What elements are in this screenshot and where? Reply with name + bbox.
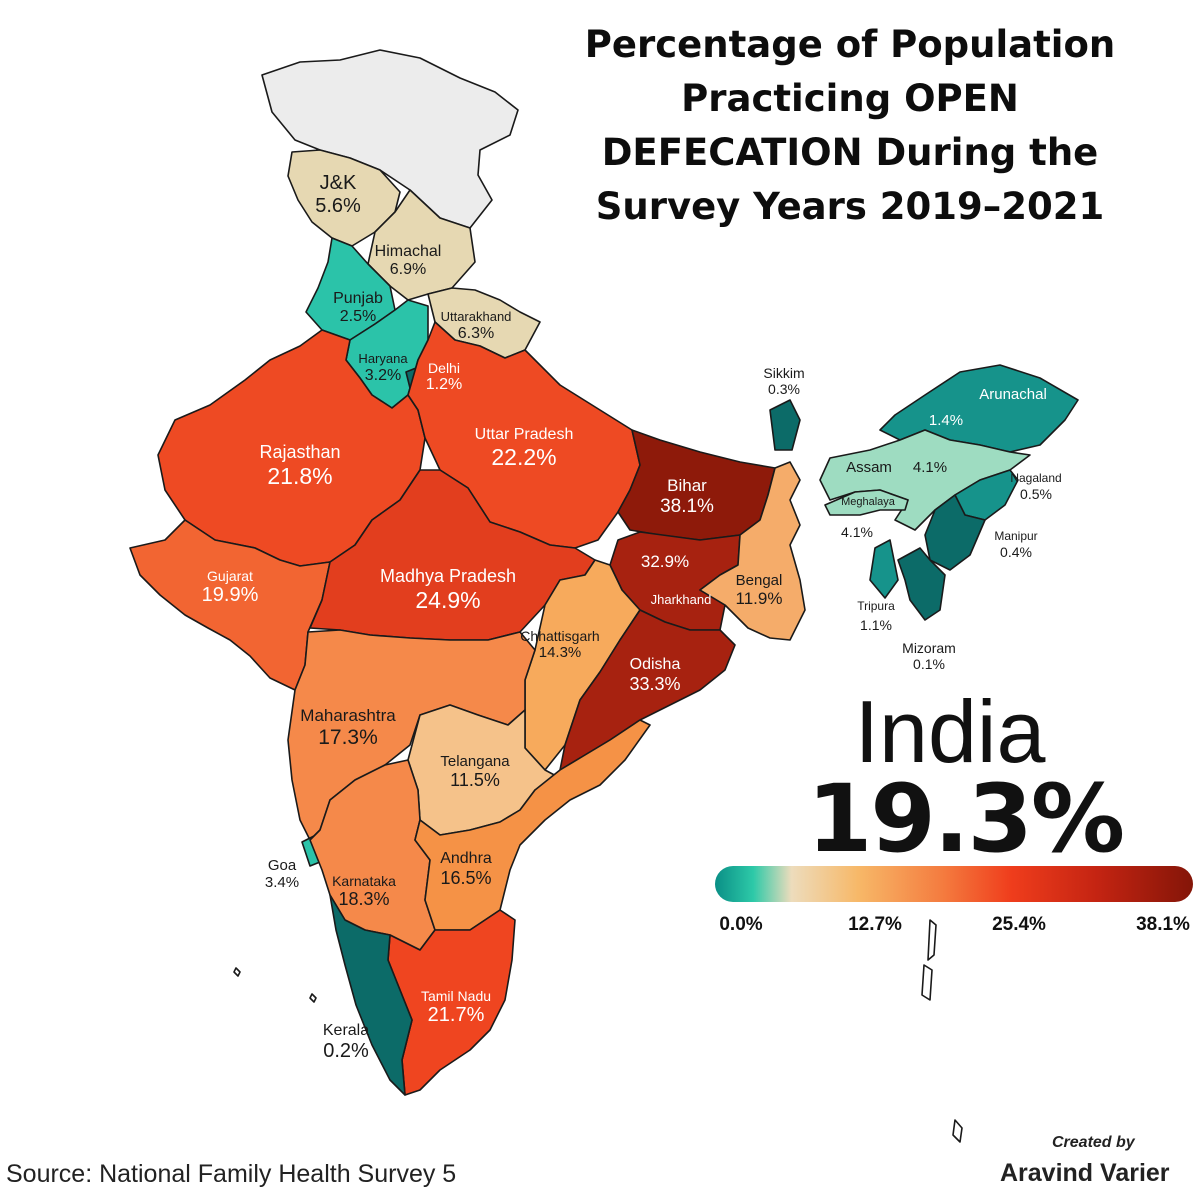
label-karnataka: Karnataka 18.3% bbox=[332, 873, 396, 910]
label-jk: J&K 5.6% bbox=[315, 172, 361, 217]
national-name: India bbox=[854, 682, 1046, 781]
label-madhya-pradesh: Madhya Pradesh 24.9% bbox=[379, 566, 517, 613]
state-tripura bbox=[869, 539, 899, 599]
island-andaman-2 bbox=[921, 964, 933, 1001]
label-telangana: Telangana 11.5% bbox=[440, 753, 510, 791]
label-punjab: Punjab 2.5% bbox=[333, 290, 383, 326]
state-manipur bbox=[924, 494, 986, 571]
label-delhi: Delhi 1.2% bbox=[425, 360, 463, 394]
island-lakshadweep-1 bbox=[233, 967, 241, 977]
label-manipur: Manipur 0.4% bbox=[994, 529, 1038, 560]
label-gujarat: Gujarat 19.9% bbox=[201, 568, 259, 607]
label-nagaland: Nagaland 0.5% bbox=[1010, 471, 1062, 502]
label-rajasthan: Rajasthan 21.8% bbox=[259, 442, 341, 489]
label-kerala: Kerala 0.2% bbox=[322, 1022, 370, 1063]
legend-tick-3: 38.1% bbox=[1136, 914, 1190, 935]
label-haryana: Haryana 3.2% bbox=[358, 351, 408, 384]
credit-author: Aravind Varier bbox=[1000, 1159, 1170, 1187]
label-uttarakhand: Uttarakhand 6.3% bbox=[440, 309, 512, 342]
state-mizoram bbox=[897, 547, 946, 621]
label-assam-value: 4.1% bbox=[912, 459, 948, 476]
island-andaman-1 bbox=[927, 919, 937, 961]
state-sikkim bbox=[769, 399, 801, 451]
legend-tick-1: 12.7% bbox=[848, 914, 902, 935]
label-arunachal-name: Arunachal bbox=[979, 386, 1047, 403]
source-note: Source: National Family Health Survey 5 bbox=[6, 1160, 457, 1188]
label-tamil-nadu: Tamil Nadu 21.7% bbox=[420, 988, 492, 1027]
label-meghalaya-value: 4.1% bbox=[841, 524, 873, 540]
title-line-1: Percentage of Population bbox=[584, 23, 1116, 66]
label-maharashtra: Maharashtra 17.3% bbox=[300, 706, 396, 749]
label-chhattisgarh: Chhattisgarh 14.3% bbox=[520, 628, 600, 662]
national-value: 19.3% bbox=[806, 765, 1125, 874]
state-meghalaya bbox=[824, 489, 909, 516]
island-lakshadweep-2 bbox=[309, 993, 317, 1003]
label-arunachal-value: 1.4% bbox=[928, 412, 964, 429]
color-scale-legend bbox=[715, 866, 1193, 902]
state-kerala bbox=[329, 894, 413, 1096]
label-andhra: Andhra 16.5% bbox=[440, 850, 492, 889]
label-bengal: Bengal 11.9% bbox=[735, 572, 783, 609]
label-uttar-pradesh: Uttar Pradesh 22.2% bbox=[474, 426, 574, 471]
label-goa: Goa 3.4% bbox=[264, 857, 300, 892]
legend-tick-2: 25.4% bbox=[992, 914, 1046, 935]
label-sikkim: Sikkim 0.3% bbox=[763, 365, 805, 398]
legend-tick-0: 0.0% bbox=[719, 914, 763, 935]
label-bihar: Bihar 38.1% bbox=[660, 476, 714, 517]
label-jharkhand-name: Jharkhand bbox=[650, 592, 712, 607]
label-jharkhand-value: 32.9% bbox=[640, 552, 690, 571]
title-line-2: Practicing OPEN bbox=[681, 77, 1019, 120]
title-line-3: DEFECATION During the bbox=[601, 131, 1099, 174]
title-line-4: Survey Years 2019–2021 bbox=[595, 185, 1105, 228]
label-odisha: Odisha 33.3% bbox=[629, 656, 681, 695]
label-mizoram: Mizoram 0.1% bbox=[902, 640, 956, 673]
state-bengal bbox=[699, 461, 806, 641]
island-nicobar bbox=[952, 1119, 963, 1143]
credit-caption: Created by bbox=[1052, 1134, 1135, 1151]
label-assam-name: Assam bbox=[846, 459, 892, 476]
label-meghalaya-name: Meghalaya bbox=[841, 496, 895, 508]
label-tripura: Tripura 1.1% bbox=[857, 599, 895, 633]
map-title: Percentage of Population Practicing OPEN… bbox=[520, 18, 1180, 234]
label-himachal: Himachal 6.9% bbox=[374, 243, 442, 279]
